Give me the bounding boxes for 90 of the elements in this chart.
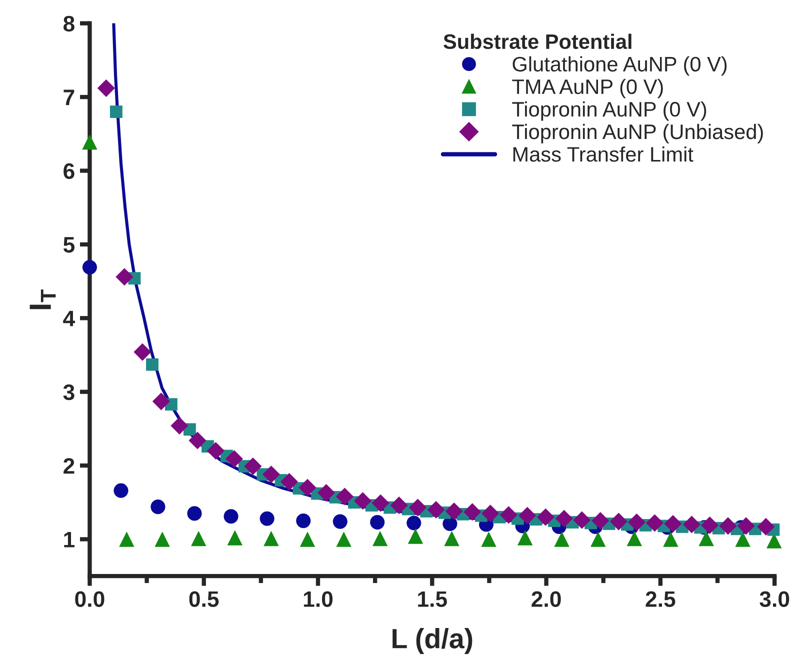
point — [700, 516, 719, 534]
point — [336, 488, 354, 506]
point — [332, 514, 348, 529]
point — [116, 268, 134, 286]
y-tick-label: 4 — [63, 310, 76, 326]
legend-label: TMA AuNP (0 V) — [512, 78, 663, 98]
point — [227, 530, 243, 546]
point — [482, 504, 500, 522]
point — [300, 532, 316, 547]
legend-title: Substrate Potential — [444, 34, 632, 50]
x-tick-label: 1.5 — [418, 591, 447, 607]
point — [146, 358, 158, 371]
point — [444, 530, 460, 546]
legend-label: Mass Transfer Limit — [513, 146, 694, 162]
point — [682, 516, 700, 534]
legend-label: Tiopronin AuNP (0 V) — [512, 101, 706, 121]
point — [152, 392, 170, 410]
point — [628, 514, 646, 532]
point — [427, 500, 445, 519]
point — [225, 450, 243, 468]
legend-label: Glutathione AuNP (0 V) — [512, 56, 727, 76]
point — [190, 530, 206, 546]
point — [150, 500, 166, 514]
y-tick-label: 7 — [64, 90, 74, 106]
point — [280, 472, 298, 491]
point — [336, 532, 352, 547]
y-tick-label: 6 — [64, 163, 74, 179]
y-tick-label: 3 — [63, 384, 74, 400]
x-tick-label: 1.0 — [304, 591, 333, 607]
point — [114, 483, 128, 498]
point — [298, 478, 316, 496]
point — [590, 532, 606, 547]
point — [317, 484, 335, 502]
point — [372, 494, 390, 512]
x-tick-label: 2.0 — [532, 591, 561, 607]
point — [260, 511, 274, 526]
point — [500, 506, 518, 524]
point — [370, 515, 385, 530]
point — [224, 509, 238, 524]
y-tick-label: 1 — [64, 532, 75, 548]
point — [170, 416, 188, 435]
point — [592, 512, 610, 530]
point — [646, 514, 664, 532]
point — [719, 517, 737, 535]
y-axis-title: I$_{T}$ — [30, 290, 56, 310]
point — [296, 514, 311, 528]
x-tick-label: 0.0 — [75, 591, 104, 607]
point — [517, 530, 533, 546]
point — [737, 517, 755, 535]
point — [555, 510, 573, 528]
point — [518, 506, 536, 524]
y-tick-label: 5 — [63, 237, 75, 253]
point — [445, 502, 463, 520]
point — [626, 530, 642, 546]
y-tick-label: 8 — [63, 16, 74, 32]
point — [206, 442, 225, 460]
x-axis-title: L (d/a) — [392, 628, 472, 654]
point — [82, 260, 97, 275]
point — [481, 532, 496, 547]
point — [187, 506, 202, 521]
point — [264, 530, 279, 546]
point — [110, 106, 122, 118]
x-tick-label: 2.5 — [646, 591, 676, 607]
point — [372, 530, 388, 546]
point — [663, 532, 678, 547]
point — [554, 532, 570, 547]
point — [97, 79, 115, 97]
point — [154, 532, 170, 547]
point — [188, 432, 206, 450]
point — [698, 530, 714, 546]
point — [390, 496, 408, 514]
y-tick-label: 2 — [64, 458, 74, 474]
x-tick-label: 0.5 — [189, 591, 219, 607]
point — [82, 134, 98, 150]
point — [354, 492, 372, 510]
point — [408, 498, 427, 516]
legend-label: Tiopronin AuNP (Unbiased) — [512, 124, 763, 144]
point — [573, 511, 591, 529]
point — [757, 518, 775, 536]
point — [244, 457, 262, 476]
point — [735, 532, 750, 547]
point — [536, 508, 554, 526]
point — [406, 516, 422, 530]
point — [262, 466, 280, 484]
x-tick-label: 3.0 — [760, 591, 790, 608]
point — [464, 503, 482, 521]
point — [408, 528, 424, 544]
point — [119, 532, 134, 547]
point — [610, 512, 628, 530]
point — [134, 343, 152, 361]
